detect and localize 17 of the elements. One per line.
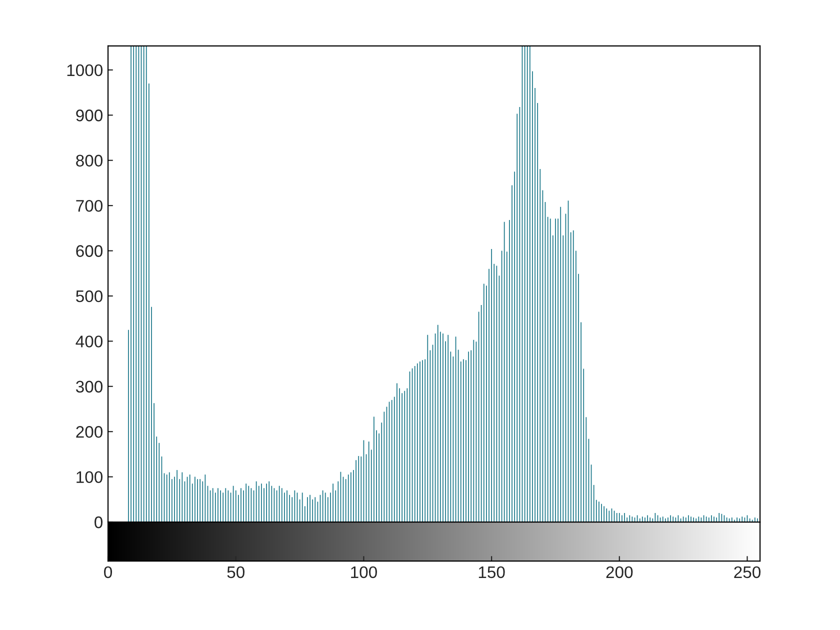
x-tick-label: 200	[606, 566, 633, 578]
y-tick-label: 900	[76, 110, 103, 122]
x-tick-label: 0	[104, 566, 112, 578]
y-tick-label: 600	[76, 245, 103, 257]
y-tick-label: 500	[76, 290, 103, 302]
x-tick-label: 50	[227, 566, 244, 578]
x-tick-label: 250	[734, 566, 760, 578]
y-tick-label: 700	[76, 200, 103, 212]
y-tick-label: 800	[76, 154, 103, 167]
x-tick-label: 150	[478, 566, 505, 578]
y-tick-label: 300	[76, 380, 103, 393]
y-tick-label: 100	[76, 471, 103, 484]
y-tick-label: 1000	[67, 64, 103, 76]
y-tick-label: 200	[76, 426, 103, 438]
y-tick-label: 0	[94, 516, 103, 528]
x-tick-label: 100	[351, 566, 377, 578]
y-tick-label: 400	[76, 336, 103, 348]
